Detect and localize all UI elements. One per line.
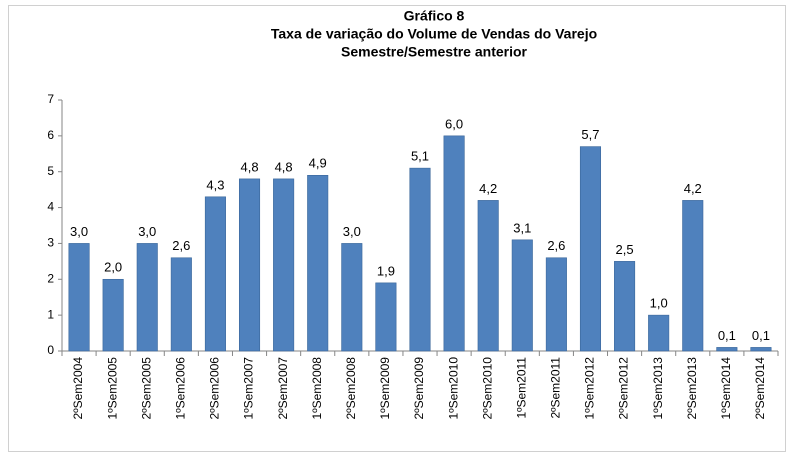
value-label: 0,1: [752, 328, 770, 343]
x-tick-label: 2ºSem2007: [276, 357, 290, 420]
bar: [68, 243, 90, 352]
bar: [375, 282, 397, 352]
value-label: 1,0: [650, 296, 668, 311]
y-tick-label: 3: [47, 236, 54, 250]
y-tick-label: 7: [47, 92, 54, 106]
value-label: 4,8: [240, 159, 258, 174]
x-tick-label: 1ºSem2012: [583, 357, 597, 420]
bar: [238, 178, 261, 352]
y-tick-label: 5: [47, 164, 54, 178]
x-tick-label: 1ºSem2011: [514, 357, 528, 419]
value-label: 3,1: [513, 220, 531, 235]
x-tick-label: 1ºSem2007: [242, 357, 256, 420]
bar: [443, 135, 465, 352]
chart-subtitle: Semestre/Semestre anterior: [341, 44, 528, 60]
y-tick-label: 6: [47, 128, 54, 142]
value-label: 5,7: [581, 127, 599, 142]
x-tick-label: 1ºSem2008: [310, 357, 324, 420]
x-tick-label: 1ºSem2009: [378, 357, 392, 420]
value-label: 1,9: [377, 263, 395, 278]
value-label: 0,1: [718, 328, 736, 343]
x-tick-label: 2ºSem2008: [344, 357, 358, 420]
chart-title: Gráfico 8: [404, 8, 465, 24]
x-tick-label: 1ºSem2006: [174, 357, 188, 420]
bar: [409, 167, 431, 352]
bar: [579, 146, 602, 352]
bar: [648, 314, 670, 352]
value-label: 4,9: [309, 156, 327, 171]
chart-frame: [8, 5, 786, 452]
x-tick-label: 1ºSem2014: [719, 357, 733, 420]
value-label: 4,2: [684, 181, 702, 196]
bar: [511, 239, 533, 352]
value-label: 3,0: [138, 224, 156, 239]
bar: [341, 243, 363, 352]
value-label: 3,0: [343, 224, 361, 239]
y-tick-label: 4: [47, 200, 54, 214]
bar: [307, 175, 329, 352]
value-label: 6,0: [445, 116, 463, 131]
value-label: 3,0: [70, 224, 88, 239]
x-tick-label: 2ºSem2013: [685, 357, 699, 420]
bar: [204, 196, 226, 352]
x-tick-label: 2ºSem2012: [617, 357, 631, 420]
x-tick-label: 2ºSem2004: [71, 357, 85, 420]
value-label: 2,0: [104, 260, 122, 275]
x-tick-label: 1ºSem2005: [105, 357, 119, 420]
bar: [273, 178, 295, 352]
value-label: 5,1: [411, 149, 429, 164]
x-tick-label: 2ºSem2009: [412, 357, 426, 420]
bar: [102, 278, 124, 352]
bar: [682, 200, 704, 352]
bar: [750, 347, 772, 352]
value-label: 4,8: [275, 159, 293, 174]
x-tick-label: 1ºSem2010: [446, 357, 460, 420]
value-label: 2,6: [547, 238, 565, 253]
value-label: 4,3: [206, 177, 224, 192]
value-label: 2,6: [172, 238, 190, 253]
x-tick-label: 2ºSem2010: [480, 357, 494, 420]
x-tick-label: 2ºSem2011: [549, 357, 563, 419]
bar: [170, 257, 192, 352]
x-tick-label: 2ºSem2006: [208, 357, 222, 420]
x-tick-label: 2ºSem2014: [753, 357, 767, 420]
bar: [545, 257, 567, 352]
bar: [614, 261, 636, 352]
bar: [136, 243, 158, 352]
y-tick-label: 2: [47, 271, 54, 285]
value-label: 4,2: [479, 181, 497, 196]
y-tick-label: 1: [47, 307, 54, 321]
y-tick-label: 0: [47, 343, 54, 357]
x-tick-label: 2ºSem2005: [139, 357, 153, 420]
bar: [477, 200, 499, 352]
bar: [716, 347, 738, 352]
value-label: 2,5: [616, 242, 634, 257]
chart-subtitle: Taxa de variação do Volume de Vendas do …: [271, 26, 597, 42]
x-tick-label: 1ºSem2013: [651, 357, 665, 420]
